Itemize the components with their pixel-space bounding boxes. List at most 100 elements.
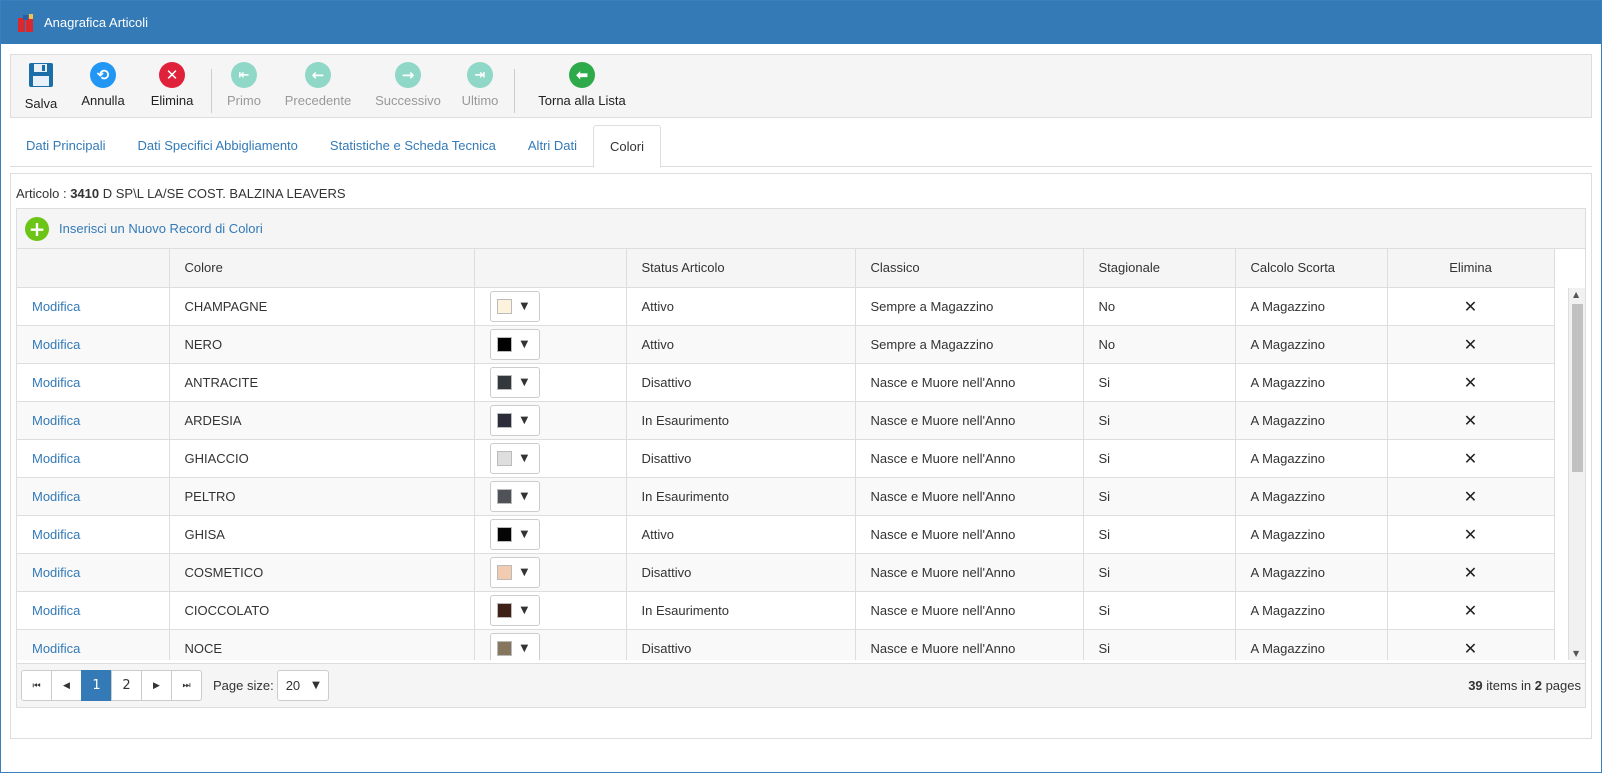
column-header-colore[interactable]: Colore xyxy=(169,249,475,288)
add-record-link[interactable]: Inserisci un Nuovo Record di Colori xyxy=(59,221,263,236)
app-logo-icon xyxy=(17,13,37,33)
color-picker[interactable]: ▼ xyxy=(489,443,540,474)
tab-statistiche-scheda-tecnica[interactable]: Statistiche e Scheda Tecnica xyxy=(329,138,496,153)
pager-next-button[interactable]: ▶ xyxy=(141,670,172,701)
tab-altri-dati[interactable]: Altri Dati xyxy=(527,138,578,153)
last-record-button[interactable]: ⇥ Ultimo xyxy=(455,55,505,117)
table-row: Modifica ANTRACITE ▼ Disattivo Nasce e Muore… xyxy=(17,363,1555,402)
first-label: Primo xyxy=(227,93,261,108)
color-picker[interactable]: ▼ xyxy=(489,405,540,436)
color-picker[interactable]: ▼ xyxy=(489,557,540,588)
chevron-down-icon: ▼ xyxy=(520,377,529,388)
color-swatch xyxy=(496,527,512,542)
cell-classico: Nasce e Muore nell'Anno xyxy=(855,591,1084,630)
edit-link[interactable]: Modifica xyxy=(17,629,170,660)
pager-page-2[interactable]: 2 xyxy=(111,670,142,701)
delete-row-icon[interactable]: ✕ xyxy=(1387,325,1555,364)
column-header-calcolo-scorta[interactable]: Calcolo Scorta xyxy=(1235,249,1388,288)
cell-status: In Esaurimento xyxy=(626,591,856,630)
table-row: Modifica ARDESIA ▼ In Esaurimento Nasce e Mu… xyxy=(17,401,1555,440)
last-arrow-icon: ⇥ xyxy=(467,62,493,88)
previous-record-button[interactable]: ← Precedente xyxy=(273,55,363,117)
color-picker[interactable]: ▼ xyxy=(489,329,540,360)
cell-swatch: ▼ xyxy=(474,287,627,326)
tab-dati-specifici-abbigliamento[interactable]: Dati Specifici Abbigliamento xyxy=(137,138,298,153)
delete-row-icon[interactable]: ✕ xyxy=(1387,591,1555,630)
vertical-scrollbar[interactable]: ▲ ▼ xyxy=(1568,287,1585,660)
delete-row-icon[interactable]: ✕ xyxy=(1387,477,1555,516)
floppy-disk-icon xyxy=(28,62,54,91)
delete-row-icon[interactable]: ✕ xyxy=(1387,629,1555,660)
column-header-status[interactable]: Status Articolo xyxy=(626,249,856,288)
delete-button[interactable]: ✕ Elimina xyxy=(143,55,201,117)
undo-icon: ⟲ xyxy=(90,62,116,88)
article-code: 3410 xyxy=(70,186,100,201)
edit-link[interactable]: Modifica xyxy=(17,401,170,440)
cell-stagionale: Si xyxy=(1083,629,1236,660)
page-size-select[interactable]: 20 ▼ xyxy=(276,670,329,701)
delete-row-icon[interactable]: ✕ xyxy=(1387,553,1555,592)
edit-link[interactable]: Modifica xyxy=(17,591,170,630)
cell-calcolo-scorta: A Magazzino xyxy=(1235,363,1388,402)
delete-row-icon[interactable]: ✕ xyxy=(1387,363,1555,402)
color-picker[interactable]: ▼ xyxy=(489,481,540,512)
color-picker[interactable]: ▼ xyxy=(489,367,540,398)
delete-row-icon[interactable]: ✕ xyxy=(1387,287,1555,326)
chevron-down-icon: ▼ xyxy=(520,300,529,312)
add-circle-icon[interactable]: + xyxy=(25,216,49,241)
cell-classico: Nasce e Muore nell'Anno xyxy=(855,363,1084,402)
cell-calcolo-scorta: A Magazzino xyxy=(1235,401,1388,440)
cell-stagionale: Si xyxy=(1083,363,1236,402)
delete-row-icon[interactable]: ✕ xyxy=(1387,515,1555,554)
cell-calcolo-scorta: A Magazzino xyxy=(1235,439,1388,478)
edit-link[interactable]: Modifica xyxy=(17,477,170,516)
scrollbar-thumb[interactable] xyxy=(1572,303,1583,472)
cell-stagionale: No xyxy=(1083,325,1236,364)
back-to-list-button[interactable]: ⬅ Torna alla Lista xyxy=(524,55,640,117)
column-header-swatch xyxy=(474,249,627,288)
column-header-elimina: Elimina xyxy=(1387,249,1555,288)
tab-dati-principali[interactable]: Dati Principali xyxy=(26,138,106,153)
pager-previous-button[interactable]: ◀ xyxy=(51,670,82,701)
color-picker[interactable]: ▼ xyxy=(489,595,540,626)
cell-classico: Nasce e Muore nell'Anno xyxy=(855,477,1084,516)
pager-last-button[interactable]: ⏭ xyxy=(171,670,202,701)
edit-link[interactable]: Modifica xyxy=(17,439,170,478)
pages-text: pages xyxy=(1545,678,1581,693)
chevron-down-icon: ▼ xyxy=(520,491,529,502)
next-label: Successivo xyxy=(375,93,441,108)
pager-first-button[interactable]: ⏮ xyxy=(21,670,52,701)
save-button[interactable]: Salva xyxy=(19,55,63,117)
cancel-button[interactable]: ⟲ Annulla xyxy=(71,55,135,117)
delete-row-icon[interactable]: ✕ xyxy=(1387,439,1555,478)
pager-page-1[interactable]: 1 xyxy=(81,670,112,701)
column-header-stagionale[interactable]: Stagionale xyxy=(1083,249,1236,288)
scroll-down-icon[interactable]: ▼ xyxy=(1573,648,1580,658)
edit-link[interactable]: Modifica xyxy=(17,287,170,326)
edit-link[interactable]: Modifica xyxy=(17,553,170,592)
color-picker[interactable]: ▼ xyxy=(489,519,540,550)
cell-classico: Nasce e Muore nell'Anno xyxy=(855,515,1084,554)
cell-status: In Esaurimento xyxy=(626,401,856,440)
items-total: 39 xyxy=(1468,678,1483,693)
color-picker[interactable]: ▼ xyxy=(489,290,540,322)
cell-classico: Sempre a Magazzino xyxy=(855,325,1084,364)
first-record-button[interactable]: ⇤ Primo xyxy=(219,55,269,117)
chevron-down-icon: ▼ xyxy=(520,453,529,464)
cell-swatch: ▼ xyxy=(474,439,627,478)
cell-stagionale: Si xyxy=(1083,515,1236,554)
cell-status: Attivo xyxy=(626,515,856,554)
color-picker[interactable]: ▼ xyxy=(489,633,540,660)
cell-colore: CHAMPAGNE xyxy=(169,287,475,326)
edit-link[interactable]: Modifica xyxy=(17,515,170,554)
grid-body[interactable]: Modifica CHAMPAGNE ▼ Attivo Sempre a Magazzi… xyxy=(17,287,1585,660)
edit-link[interactable]: Modifica xyxy=(17,363,170,402)
edit-link[interactable]: Modifica xyxy=(17,325,170,364)
pager-info: 39 items in 2 pages xyxy=(1468,678,1581,693)
next-record-button[interactable]: → Successivo xyxy=(369,55,447,117)
chevron-down-icon: ▼ xyxy=(520,415,529,426)
tab-colori[interactable]: Colori xyxy=(593,125,661,168)
scroll-up-icon[interactable]: ▲ xyxy=(1573,289,1580,299)
delete-row-icon[interactable]: ✕ xyxy=(1387,401,1555,440)
column-header-classico[interactable]: Classico xyxy=(855,249,1084,288)
